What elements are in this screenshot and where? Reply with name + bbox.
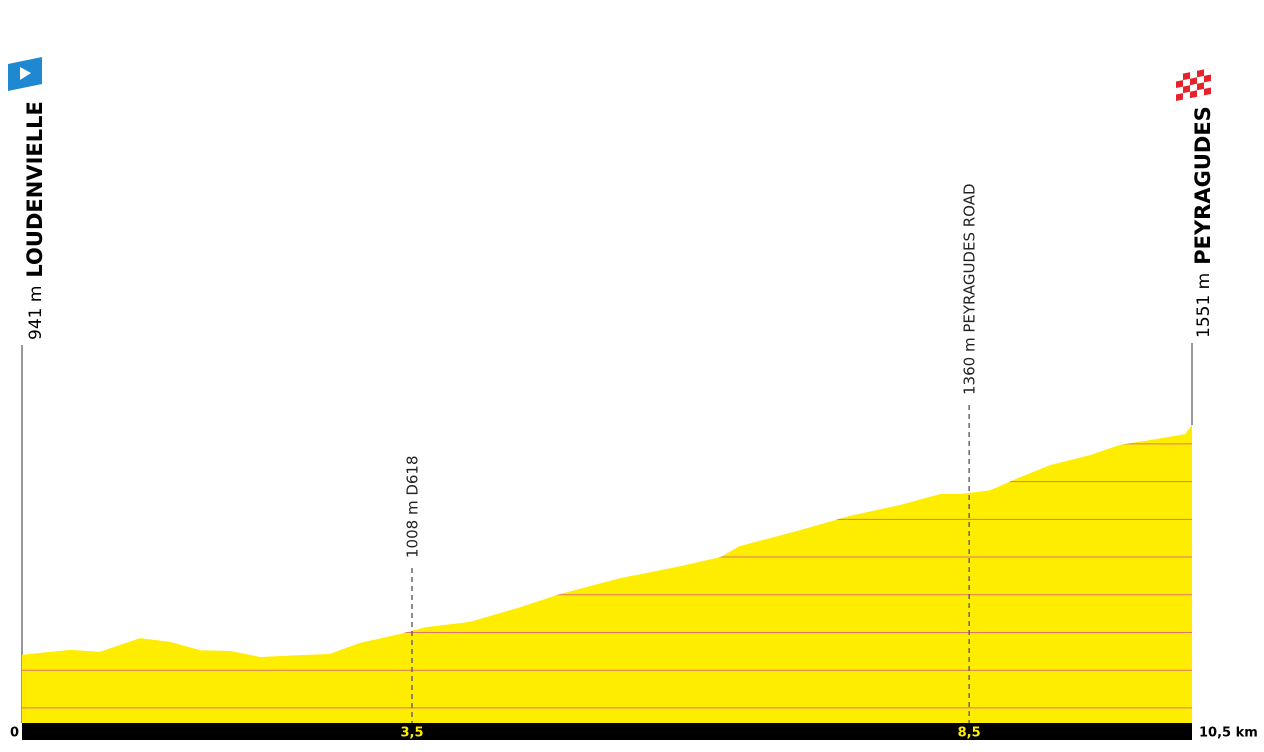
flag-check <box>1204 68 1211 76</box>
distance-bar <box>22 723 1192 740</box>
flag-check <box>1190 83 1197 92</box>
start-label: 941 mLOUDENVIELLE <box>23 101 47 340</box>
x-tick-label: 10,5 km <box>1199 726 1258 741</box>
flag-check <box>1190 70 1197 79</box>
x-tick-label: 0 <box>10 726 19 741</box>
flag-check <box>1204 81 1211 89</box>
flag-check <box>1197 75 1204 84</box>
flag-check <box>1176 86 1183 95</box>
finish-label: 1551 mPEYRAGUDES <box>1191 106 1215 338</box>
flag-check <box>1183 78 1190 87</box>
flag-check <box>1183 91 1190 100</box>
annotation-label: 1008 m D618 <box>404 455 422 558</box>
profile-area <box>22 424 1192 723</box>
annotation-label: 1360 m PEYRAGUDES ROAD <box>961 183 979 395</box>
flag-check <box>1197 88 1204 97</box>
x-tick-label: 8,5 <box>958 726 981 741</box>
x-tick-label: 3,5 <box>400 726 423 741</box>
finish-flag <box>1176 68 1211 101</box>
start-flag <box>8 57 42 91</box>
flag-check <box>1176 73 1183 82</box>
